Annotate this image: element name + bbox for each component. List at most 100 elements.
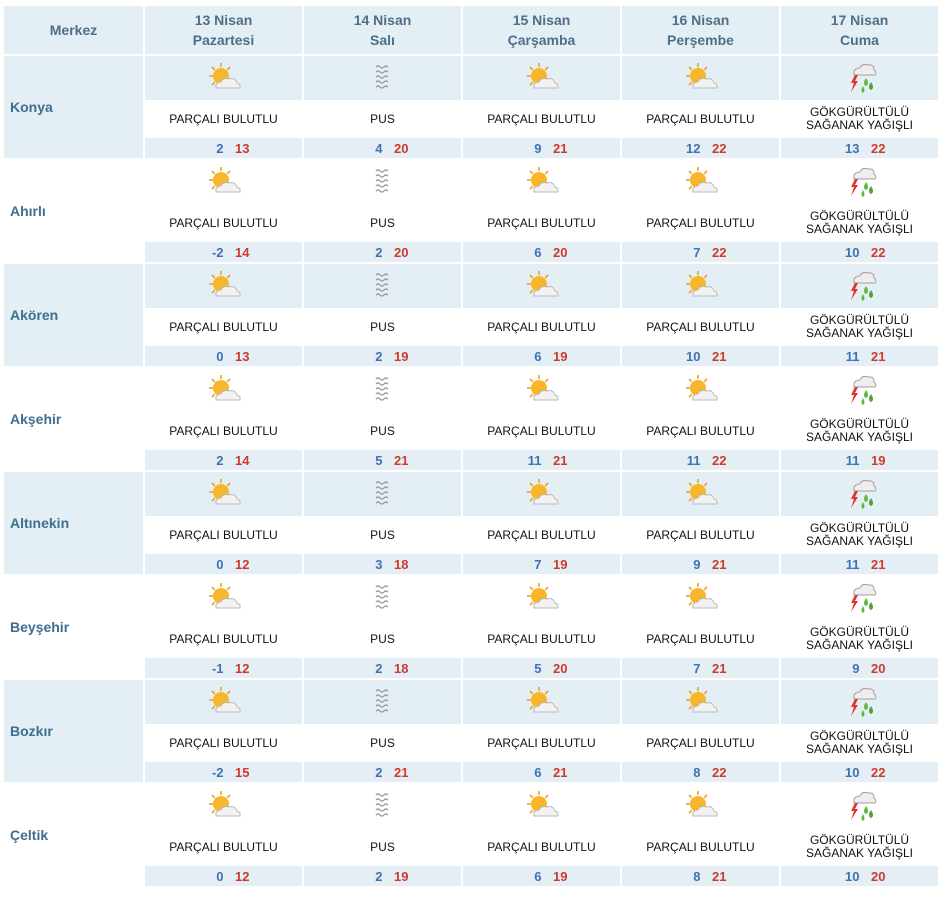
weather-icon-cell	[145, 576, 302, 620]
sun-cloud-icon	[208, 375, 241, 401]
sun-cloud-icon	[526, 791, 559, 817]
city-row: PARÇALI BULUTLU PUS PARÇALI BULUTLU PARÇALI…	[4, 830, 938, 864]
max-temp: 21	[394, 764, 409, 780]
day-header-4: 16 Nisan Perşembe	[622, 6, 779, 54]
max-temp: 22	[871, 244, 886, 260]
city-name[interactable]: Akören	[4, 264, 143, 366]
max-temp: 21	[712, 348, 727, 364]
weather-icon-cell	[781, 368, 938, 412]
forecast-body: Konya PARÇALI BULUTLU PUS PARÇALI BULUTLU PA…	[4, 56, 938, 886]
condition-label: GÖKGÜRÜLTÜLÜ SAĞANAK YAĞIŞLI	[781, 622, 938, 656]
weather-icon-cell	[622, 160, 779, 204]
min-temp: 0	[216, 868, 224, 884]
weather-icon-cell	[145, 680, 302, 724]
condition-label: PUS	[304, 622, 461, 656]
temperature-cell: 9 21	[463, 138, 620, 158]
min-temp: 7	[693, 660, 701, 676]
weather-icon-cell	[622, 264, 779, 308]
city-row: Çeltik	[4, 784, 938, 886]
condition-label: PUS	[304, 830, 461, 864]
city-row: Beyşehir	[4, 576, 938, 678]
min-temp: 7	[534, 556, 542, 572]
max-temp: 22	[712, 452, 727, 468]
city-row: PARÇALI BULUTLU PUS PARÇALI BULUTLU PARÇALI…	[4, 102, 938, 136]
condition-label: GÖKGÜRÜLTÜLÜ SAĞANAK YAĞIŞLI	[781, 830, 938, 864]
temperature-cell: 10 21	[622, 346, 779, 366]
thunderstorm-rain-icon	[850, 167, 876, 197]
condition-label: PARÇALI BULUTLU	[145, 830, 302, 864]
temperature-cell: 7 19	[463, 554, 620, 574]
temperature-cell: 11 22	[622, 450, 779, 470]
min-temp: 9	[693, 556, 701, 572]
min-temp: 11	[686, 452, 701, 468]
weather-icon-cell	[463, 264, 620, 308]
city-name[interactable]: Bozkır	[4, 680, 143, 782]
city-row: -2 15 2 21 6 21 8 22 10 22	[4, 762, 938, 782]
min-temp: 5	[534, 660, 542, 676]
min-temp: -1	[211, 660, 224, 676]
weather-icon-cell	[463, 56, 620, 100]
weather-icon-cell	[622, 472, 779, 516]
thunderstorm-rain-icon	[850, 375, 876, 405]
min-temp: 11	[845, 452, 860, 468]
min-temp: 5	[375, 452, 383, 468]
city-row: 0 13 2 19 6 19 10 21 11 21	[4, 346, 938, 366]
condition-label: PUS	[304, 726, 461, 760]
max-temp: 20	[871, 660, 886, 676]
max-temp: 19	[553, 556, 568, 572]
city-row: PARÇALI BULUTLU PUS PARÇALI BULUTLU PARÇALI…	[4, 518, 938, 552]
min-temp: 6	[534, 244, 542, 260]
max-temp: 20	[871, 868, 886, 884]
city-name[interactable]: Akşehir	[4, 368, 143, 470]
condition-label: PARÇALI BULUTLU	[622, 206, 779, 240]
min-temp: 6	[534, 764, 542, 780]
min-temp: 10	[845, 868, 860, 884]
weather-icon-cell	[781, 472, 938, 516]
weather-icon-cell	[304, 160, 461, 204]
condition-label: PARÇALI BULUTLU	[622, 414, 779, 448]
thunderstorm-rain-icon	[850, 791, 876, 821]
city-name[interactable]: Ahırlı	[4, 160, 143, 262]
weather-icon-cell	[304, 472, 461, 516]
weather-icon-cell	[463, 368, 620, 412]
day-header-5: 17 Nisan Cuma	[781, 6, 938, 54]
sun-cloud-icon	[208, 271, 241, 297]
city-name[interactable]: Beyşehir	[4, 576, 143, 678]
temperature-cell: 0 12	[145, 866, 302, 886]
temperature-cell: 12 22	[622, 138, 779, 158]
sun-cloud-icon	[208, 791, 241, 817]
min-temp: 2	[375, 868, 383, 884]
temperature-cell: 10 22	[781, 762, 938, 782]
max-temp: 21	[553, 452, 568, 468]
min-temp: 9	[534, 140, 542, 156]
sun-cloud-icon	[526, 479, 559, 505]
max-temp: 12	[235, 556, 250, 572]
city-name[interactable]: Çeltik	[4, 784, 143, 886]
weather-icon-cell	[622, 680, 779, 724]
temperature-cell: 4 20	[304, 138, 461, 158]
city-name[interactable]: Altınekin	[4, 472, 143, 574]
max-temp: 20	[553, 244, 568, 260]
weather-icon-cell	[463, 576, 620, 620]
temperature-cell: 2 21	[304, 762, 461, 782]
city-name[interactable]: Konya	[4, 56, 143, 158]
min-temp: 7	[693, 244, 701, 260]
min-temp: 2	[375, 764, 383, 780]
min-temp: 6	[534, 348, 542, 364]
city-row: -2 14 2 20 6 20 7 22 10 22	[4, 242, 938, 262]
thunderstorm-rain-icon	[850, 479, 876, 509]
max-temp: 22	[712, 764, 727, 780]
city-row: Altınekin	[4, 472, 938, 574]
condition-label: GÖKGÜRÜLTÜLÜ SAĞANAK YAĞIŞLI	[781, 102, 938, 136]
temperature-cell: 2 18	[304, 658, 461, 678]
day-header-1: 13 Nisan Pazartesi	[145, 6, 302, 54]
min-temp: 12	[686, 140, 701, 156]
temperature-cell: 9 21	[622, 554, 779, 574]
min-temp: 11	[527, 452, 542, 468]
temperature-cell: 6 19	[463, 866, 620, 886]
condition-label: GÖKGÜRÜLTÜLÜ SAĞANAK YAĞIŞLI	[781, 518, 938, 552]
weather-icon-cell	[781, 680, 938, 724]
min-temp: -2	[211, 244, 224, 260]
sun-cloud-icon	[526, 687, 559, 713]
max-temp: 21	[394, 452, 409, 468]
